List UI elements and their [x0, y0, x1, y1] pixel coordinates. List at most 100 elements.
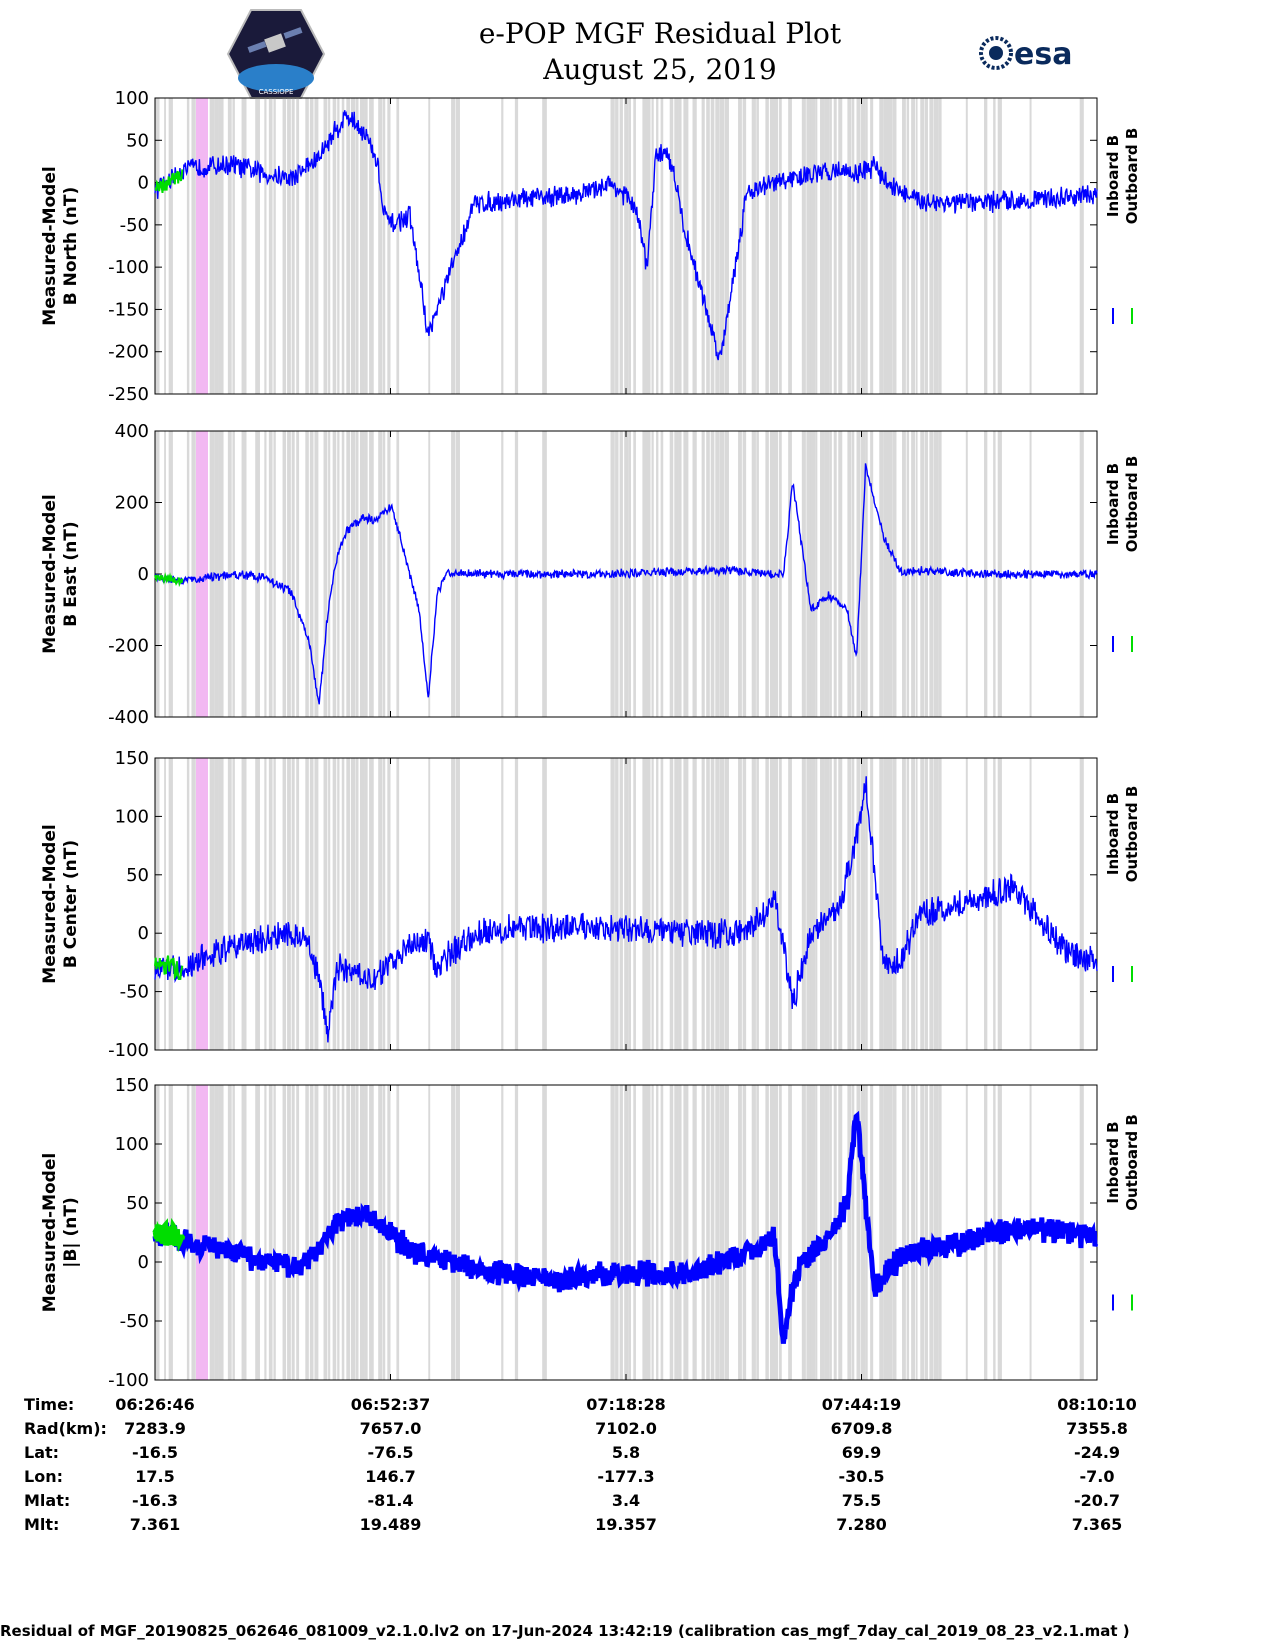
- gap-stripe: [892, 1085, 897, 1380]
- gap-stripe: [378, 431, 383, 717]
- gap-stripe: [879, 758, 884, 1050]
- y-axis-label: Measured-Model: [40, 494, 60, 653]
- gap-stripe: [378, 758, 383, 1050]
- legend-outboard: Outboard B: [1123, 786, 1141, 883]
- gap-stripe: [542, 98, 547, 394]
- gap-stripe: [751, 98, 756, 394]
- gap-stripe: [706, 758, 710, 1050]
- gap-stripe: [323, 431, 328, 717]
- y-tick-label: -200: [108, 342, 149, 363]
- gap-stripe: [309, 1085, 314, 1380]
- inboard-series: [154, 110, 1098, 361]
- gap-stripe: [820, 431, 825, 717]
- gap-stripe: [255, 431, 260, 717]
- gap-stripe: [851, 1085, 855, 1380]
- gap-stripe: [328, 431, 331, 717]
- gap-stripe: [273, 98, 276, 394]
- gap-stripe: [933, 98, 939, 394]
- plot-date: August 25, 2019: [543, 53, 777, 86]
- gap-stripe: [364, 758, 368, 1050]
- xaxis-time-value: 06:26:46: [115, 1395, 195, 1414]
- gap-stripe: [282, 758, 287, 1050]
- gap-stripe: [155, 98, 160, 394]
- gap-stripe: [906, 1085, 910, 1380]
- gap-stripe: [455, 758, 460, 1050]
- gap-stripe: [287, 98, 291, 394]
- gap-stripe: [656, 98, 659, 394]
- gap-stripe: [865, 758, 868, 1050]
- gap-stripe: [810, 1085, 816, 1380]
- xaxis-mlat-value: 3.4: [611, 1491, 641, 1510]
- gap-stripe: [719, 1085, 724, 1380]
- gap-stripe: [359, 1085, 365, 1380]
- xaxis-mlt-value: 7.361: [129, 1515, 181, 1534]
- gap-stripe: [724, 98, 729, 394]
- gap-stripe: [282, 1085, 287, 1380]
- gap-stripe: [879, 98, 884, 394]
- gap-stripe: [619, 98, 623, 394]
- gap-stripe: [296, 98, 300, 394]
- xaxis-mlt-value: 19.489: [359, 1515, 422, 1534]
- gap-stripe: [1079, 758, 1084, 1050]
- gap-stripe: [287, 1085, 291, 1380]
- gap-stripe: [255, 758, 260, 1050]
- y-tick-label: -100: [108, 1040, 149, 1061]
- gap-stripe: [615, 98, 619, 394]
- gap-stripe: [892, 431, 897, 717]
- highlight-band: [195, 431, 208, 717]
- gap-stripe: [861, 758, 866, 1050]
- esa-logo-icon: esa: [979, 36, 1072, 72]
- gap-stripe: [359, 98, 365, 394]
- gap-stripe: [865, 431, 868, 717]
- gap-stripe: [938, 431, 942, 717]
- gap-stripe: [328, 98, 331, 394]
- gap-stripe: [619, 758, 623, 1050]
- gap-stripe: [1029, 98, 1032, 394]
- gap-stripe: [241, 431, 247, 717]
- xaxis-time-value: 07:18:28: [586, 1395, 666, 1414]
- gap-stripe: [920, 1085, 925, 1380]
- gap-stripe: [938, 1085, 942, 1380]
- gap-stripe: [756, 98, 759, 394]
- gap-stripe: [829, 431, 832, 717]
- gap-stripe: [218, 758, 224, 1050]
- gap-stripe: [387, 758, 391, 1050]
- xaxis-mlt-value: 19.357: [595, 1515, 657, 1534]
- gap-stripe: [232, 758, 235, 1050]
- gap-stripe: [856, 431, 861, 717]
- gap-stripe: [833, 431, 837, 717]
- gap-stripe: [341, 758, 345, 1050]
- gap-stripe: [651, 1085, 654, 1380]
- gap-stripe: [678, 758, 682, 1050]
- gap-stripe: [282, 431, 287, 717]
- gap-stripe: [1079, 98, 1084, 394]
- gap-stripe: [883, 1085, 889, 1380]
- gap-stripe: [710, 431, 715, 717]
- gap-stripe: [738, 431, 742, 717]
- gap-stripe: [305, 98, 309, 394]
- y-tick-label: 100: [115, 1134, 149, 1155]
- gap-stripe: [369, 1085, 374, 1380]
- gap-stripe: [660, 1085, 664, 1380]
- plot-frame: [154, 97, 1098, 395]
- xaxis-mlat-value: 75.5: [841, 1491, 882, 1510]
- gap-stripe: [738, 98, 742, 394]
- y-tick-label: 150: [115, 748, 149, 769]
- gap-stripe: [847, 431, 852, 717]
- logo-left-text: CASSIOPE: [259, 88, 294, 96]
- y-axis-label: |B| (nT): [61, 1197, 81, 1268]
- gap-stripe: [273, 758, 276, 1050]
- gap-stripe: [902, 758, 906, 1050]
- gap-stripe: [656, 431, 659, 717]
- gap-stripe: [337, 758, 340, 1050]
- legend-outboard: Outboard B: [1123, 128, 1141, 225]
- gap-stripe: [965, 98, 968, 394]
- gap-stripe: [692, 1085, 697, 1380]
- gap-stripe: [765, 98, 769, 394]
- gap-stripe: [879, 431, 884, 717]
- gap-stripe: [309, 758, 314, 1050]
- gap-stripe: [209, 758, 215, 1050]
- gap-stripe: [929, 1085, 934, 1380]
- gap-stripe: [624, 758, 629, 1050]
